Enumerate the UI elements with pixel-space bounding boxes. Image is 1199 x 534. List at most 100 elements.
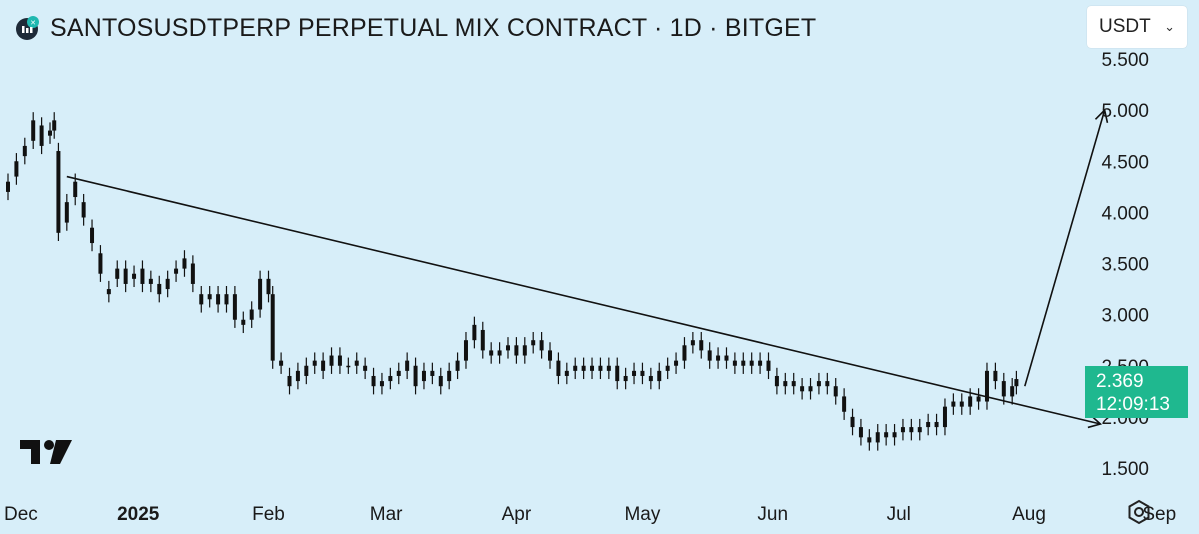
tradingview-logo-icon[interactable] xyxy=(20,438,74,471)
candle xyxy=(249,301,254,328)
candle xyxy=(81,193,86,226)
candle xyxy=(707,342,712,369)
candle xyxy=(514,337,519,364)
candle xyxy=(371,367,376,395)
candle xyxy=(396,362,401,385)
candle xyxy=(758,352,763,374)
settings-gear-icon[interactable] xyxy=(1126,499,1152,530)
candle xyxy=(858,418,863,446)
candle xyxy=(140,260,145,293)
candle xyxy=(497,342,502,364)
candle xyxy=(917,418,922,441)
candle xyxy=(22,137,27,165)
candle xyxy=(241,311,246,334)
candle xyxy=(304,357,309,385)
candle xyxy=(64,193,69,231)
candle xyxy=(774,367,779,395)
x-tick-label: Apr xyxy=(502,504,532,525)
candle xyxy=(984,362,989,410)
candle xyxy=(531,332,536,354)
candle xyxy=(951,393,956,415)
candle xyxy=(363,357,368,380)
projection-arrow xyxy=(1024,108,1109,387)
candle xyxy=(716,347,721,369)
candle xyxy=(489,342,494,364)
candle xyxy=(976,388,981,410)
candle xyxy=(472,316,477,349)
candle xyxy=(632,362,637,385)
candle xyxy=(556,352,561,385)
candle xyxy=(337,347,342,374)
candle xyxy=(123,260,128,293)
candle xyxy=(6,173,10,201)
candle xyxy=(354,352,359,374)
candle xyxy=(682,337,687,369)
candle xyxy=(279,352,284,374)
currency-selector[interactable]: USDT ⌄ xyxy=(1087,6,1187,48)
candle xyxy=(56,142,61,242)
candle xyxy=(270,285,275,369)
candle xyxy=(850,408,855,436)
candle xyxy=(148,270,153,293)
candle xyxy=(90,219,95,252)
x-tick-label: Jul xyxy=(887,504,911,525)
candle xyxy=(413,357,418,395)
candle xyxy=(199,285,204,313)
candle xyxy=(388,367,393,390)
candle xyxy=(783,372,788,395)
candle xyxy=(674,352,679,374)
candle xyxy=(926,413,931,436)
candle xyxy=(31,112,36,149)
candle xyxy=(665,357,670,380)
candle xyxy=(909,418,914,441)
candle xyxy=(934,413,939,436)
candle xyxy=(867,429,872,451)
candle xyxy=(833,378,838,405)
y-tick-label: 5.500 xyxy=(1101,50,1149,71)
candle xyxy=(258,270,263,318)
svg-text:✕: ✕ xyxy=(30,20,36,27)
candle xyxy=(190,255,195,293)
candle xyxy=(14,153,19,185)
x-axis[interactable]: Dec 2025 Feb Mar Apr May Jun Jul Aug Sep xyxy=(4,504,1176,525)
x-tick-label: Feb xyxy=(252,504,285,525)
chart-header: ✕ SANTOSUSDTPERP PERPETUAL MIX CONTRACT … xyxy=(14,12,816,44)
drawing-layer xyxy=(66,108,1109,429)
candle xyxy=(48,122,53,144)
y-tick-label: 4.000 xyxy=(1101,203,1149,224)
candle xyxy=(581,357,586,380)
candle xyxy=(182,250,187,277)
candle xyxy=(724,347,729,369)
last-price-value: 2.369 xyxy=(1096,371,1144,392)
candle xyxy=(157,275,162,303)
candle xyxy=(959,393,964,415)
candle xyxy=(421,362,426,390)
candle xyxy=(648,367,653,390)
x-tick-label: May xyxy=(624,504,660,525)
candle xyxy=(825,372,830,395)
candle xyxy=(174,260,179,282)
chevron-down-icon: ⌄ xyxy=(1164,19,1175,34)
y-tick-label: 1.500 xyxy=(1101,459,1149,480)
candle xyxy=(892,424,897,446)
candle-countdown: 12:09:13 xyxy=(1096,394,1170,415)
candle xyxy=(640,362,645,385)
candle xyxy=(1010,378,1015,405)
candle xyxy=(266,270,271,303)
candle xyxy=(165,270,170,298)
candle xyxy=(480,321,485,359)
x-tick-label: 2025 xyxy=(117,504,160,525)
last-price-label: 2.369 12:09:13 xyxy=(1085,366,1188,418)
x-tick-label: Dec xyxy=(4,504,38,525)
candle xyxy=(699,332,704,359)
candle xyxy=(573,357,578,380)
candle xyxy=(884,424,889,446)
bitget-logo-icon: ✕ xyxy=(14,15,40,41)
currency-value: USDT xyxy=(1099,16,1151,37)
candle xyxy=(430,362,435,385)
candle xyxy=(749,352,754,374)
candle xyxy=(346,357,351,374)
x-tick-label: Sep xyxy=(1142,504,1176,525)
y-tick-label: 5.000 xyxy=(1101,101,1149,122)
